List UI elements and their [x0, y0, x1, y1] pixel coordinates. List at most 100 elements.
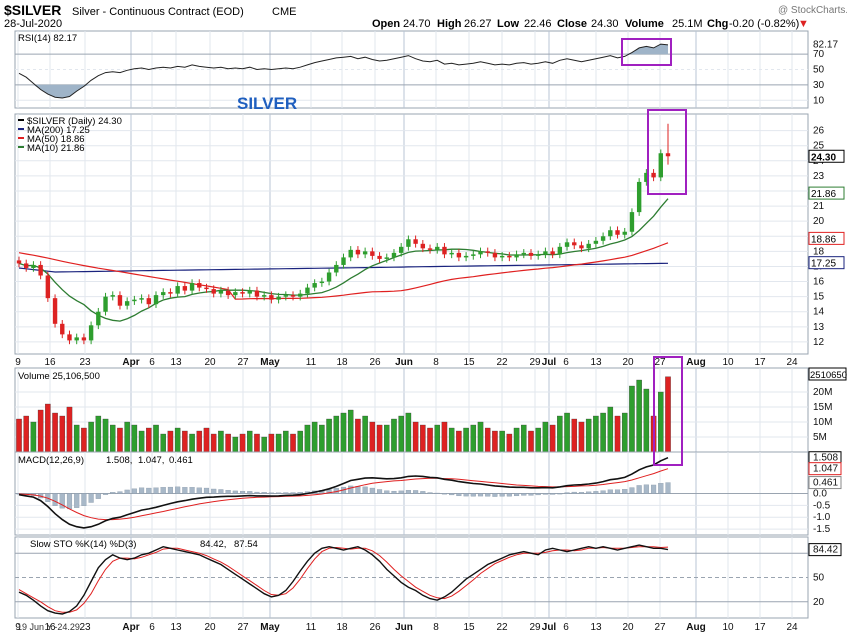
macd-histogram-bar: [391, 490, 397, 494]
chart-symbol: $SILVER: [4, 2, 61, 18]
legend-entry: MA(50) 18.86: [27, 134, 85, 145]
legend-entry: MA(10) 21.86: [27, 143, 85, 154]
x-tick-label: Jul: [542, 622, 557, 633]
macd-histogram-bar: [167, 486, 173, 494]
volume-bar: [571, 418, 578, 453]
candle-body: [420, 243, 426, 249]
volume-bar: [600, 412, 606, 453]
volume-bar: [59, 415, 66, 453]
volume-bar: [463, 427, 469, 453]
volume-bar: [614, 415, 621, 453]
macd-histogram-bar: [348, 485, 354, 494]
volume-bar: [658, 391, 664, 453]
sto-value-box: [808, 543, 842, 557]
candle-body: [362, 251, 368, 255]
svg-text:26.27: 26.27: [464, 18, 492, 30]
candle-body: [406, 239, 411, 247]
volume-bar: [146, 427, 152, 453]
candle-body: [384, 257, 389, 259]
macd-histogram-bar: [95, 493, 101, 499]
sto-panel: 84.42 50 20 Slow STO %K(14) %D(3) 84.42, 8…: [14, 536, 842, 619]
macd-histogram-bar: [182, 487, 188, 494]
candle-body: [370, 251, 375, 256]
volume-bar: [621, 412, 628, 453]
chart-date: 28-Jul-2020: [4, 18, 62, 30]
volume-bar: [499, 430, 505, 453]
price-tick-label: 12: [813, 337, 825, 348]
macd-histogram-bar: [607, 489, 613, 494]
macd-tick-label: 1.508: [813, 453, 838, 464]
macd-histogram-bar: [506, 493, 512, 497]
volume-bar: [585, 418, 592, 453]
candle-body: [117, 295, 123, 306]
volume-bar: [81, 427, 87, 453]
macd-histogram-bar: [499, 493, 505, 497]
macd-histogram-bar: [658, 483, 664, 494]
macd-histogram-bar: [81, 493, 87, 506]
candle-body: [240, 292, 245, 294]
x-tick-label: 27: [654, 357, 666, 368]
crosshair-readout: 19 Jun Y:-24.29: [17, 622, 80, 632]
candle-body: [572, 242, 577, 246]
price-tick-label: 16: [813, 277, 825, 288]
macd-histogram-bar: [514, 493, 520, 497]
macd-histogram-bar: [131, 488, 137, 494]
macd-tick-label: -1.5: [813, 524, 831, 535]
macd-histogram-bar: [427, 492, 433, 494]
macd-histogram-bar: [463, 493, 469, 497]
x-tick-label: 18: [336, 357, 348, 368]
svg-text:Open: Open: [372, 18, 400, 30]
volume-bar: [109, 424, 116, 453]
price-tick-label: 23: [813, 171, 825, 182]
volume-bar: [434, 424, 440, 453]
candle-body: [45, 275, 51, 299]
candle-body: [471, 254, 476, 256]
sto-legend-part: Slow STO %K(14) %D(3): [30, 539, 136, 550]
candle-body: [600, 236, 606, 241]
volume-bar: [203, 427, 210, 453]
candle-body: [543, 251, 548, 255]
candle-body: [132, 299, 137, 302]
x-tick-label: 27: [237, 357, 249, 368]
macd-histogram-bar: [203, 487, 210, 494]
x-tick-label: May: [260, 622, 280, 633]
candle-body: [550, 251, 555, 255]
candle-body: [528, 252, 534, 256]
svg-text:Close: Close: [557, 18, 587, 30]
volume-bar: [528, 430, 534, 453]
macd-histogram-bar: [413, 490, 419, 494]
candle-body: [52, 298, 58, 324]
x-tick-label: 18: [336, 622, 348, 633]
macd-histogram-bar: [470, 493, 476, 497]
volume-bar: [102, 418, 109, 453]
volume-bar: [37, 409, 44, 453]
macd-histogram-bar: [66, 493, 73, 510]
candle-body: [644, 172, 649, 182]
candle-body: [593, 240, 599, 244]
macd-histogram-bar: [124, 489, 130, 494]
price-value-label: 21.86: [811, 189, 836, 200]
volume-bar: [297, 430, 303, 453]
svg-text:25.1M: 25.1M: [672, 18, 703, 30]
volume-value-box: [808, 367, 847, 381]
macd-histogram-bar: [535, 493, 541, 496]
candle-body: [608, 230, 613, 237]
svg-text:22.46: 22.46: [524, 18, 552, 30]
macd-histogram-bar: [420, 491, 426, 494]
x-tick-label: 23: [79, 622, 91, 633]
candle-body: [88, 325, 94, 341]
legend-entry: $SILVER (Daily) 24.30: [27, 116, 122, 127]
macd-histogram-bar: [449, 493, 455, 496]
svg-text:24.70: 24.70: [403, 18, 431, 30]
volume-bar: [247, 430, 253, 453]
candle-body: [586, 243, 591, 249]
volume-bar: [153, 424, 159, 453]
candle-body: [319, 281, 325, 284]
macd-tick-label: 1.047: [813, 464, 838, 475]
price-value-label: 24.30: [811, 152, 836, 163]
candle-body: [38, 264, 43, 276]
candle-body: [146, 298, 151, 305]
candle-body: [218, 290, 224, 294]
macd-histogram-bar: [398, 490, 404, 494]
